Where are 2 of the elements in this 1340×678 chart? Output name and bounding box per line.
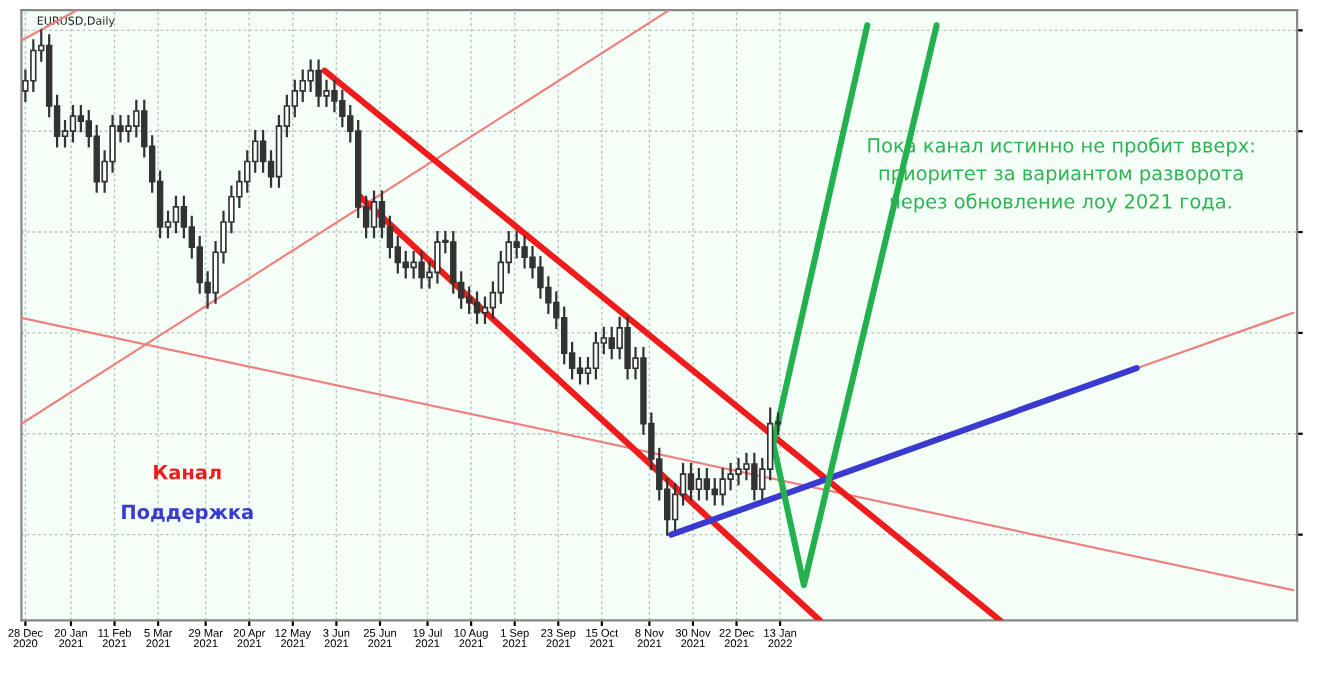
text: Поддержка (122, 504, 253, 523)
text: Канал (154, 465, 221, 480)
